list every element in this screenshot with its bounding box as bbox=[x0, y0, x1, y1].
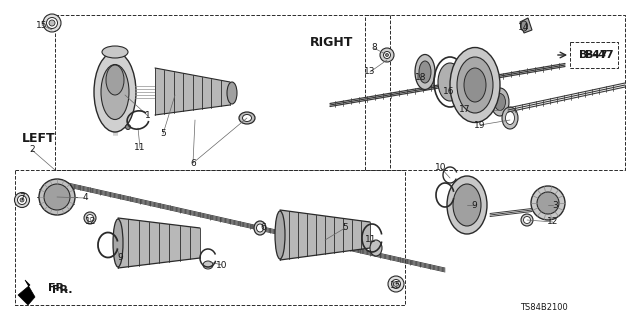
Ellipse shape bbox=[101, 64, 129, 120]
Text: FR.: FR. bbox=[52, 285, 72, 295]
Text: 19: 19 bbox=[474, 121, 486, 130]
Text: 13: 13 bbox=[364, 68, 376, 77]
Text: B-47: B-47 bbox=[585, 50, 614, 60]
Ellipse shape bbox=[257, 224, 264, 232]
Polygon shape bbox=[520, 18, 532, 33]
Ellipse shape bbox=[113, 219, 123, 267]
Ellipse shape bbox=[419, 61, 431, 83]
Text: TS84B2100: TS84B2100 bbox=[520, 303, 568, 313]
Text: 18: 18 bbox=[415, 72, 427, 81]
Ellipse shape bbox=[203, 261, 213, 269]
Ellipse shape bbox=[453, 184, 481, 226]
Polygon shape bbox=[118, 218, 200, 268]
Text: 5: 5 bbox=[160, 130, 166, 138]
Ellipse shape bbox=[125, 124, 131, 130]
Ellipse shape bbox=[20, 198, 24, 202]
Text: FR.: FR. bbox=[48, 283, 68, 293]
Text: LEFT: LEFT bbox=[22, 131, 56, 145]
Ellipse shape bbox=[524, 217, 531, 224]
Ellipse shape bbox=[447, 176, 487, 234]
Ellipse shape bbox=[39, 179, 75, 215]
Ellipse shape bbox=[520, 21, 527, 31]
Ellipse shape bbox=[380, 48, 394, 62]
Ellipse shape bbox=[84, 212, 96, 224]
Polygon shape bbox=[280, 210, 370, 260]
Text: 2: 2 bbox=[29, 145, 35, 154]
Text: B-47: B-47 bbox=[579, 50, 607, 60]
Ellipse shape bbox=[394, 281, 399, 286]
Text: 12: 12 bbox=[85, 217, 97, 226]
Text: 11: 11 bbox=[365, 235, 377, 244]
Text: 15: 15 bbox=[36, 20, 48, 29]
Ellipse shape bbox=[531, 186, 565, 220]
Ellipse shape bbox=[44, 184, 70, 210]
Ellipse shape bbox=[106, 65, 124, 95]
Ellipse shape bbox=[94, 52, 136, 132]
Ellipse shape bbox=[415, 55, 435, 90]
Text: 16: 16 bbox=[444, 86, 455, 95]
Ellipse shape bbox=[86, 214, 93, 221]
Ellipse shape bbox=[383, 51, 390, 58]
Ellipse shape bbox=[15, 192, 29, 207]
Ellipse shape bbox=[521, 214, 533, 226]
Ellipse shape bbox=[438, 63, 462, 101]
Text: 10: 10 bbox=[435, 164, 447, 173]
Ellipse shape bbox=[43, 14, 61, 32]
Ellipse shape bbox=[17, 196, 26, 204]
Text: 9: 9 bbox=[471, 201, 477, 210]
Text: 6: 6 bbox=[190, 159, 196, 167]
Ellipse shape bbox=[227, 82, 237, 104]
Ellipse shape bbox=[102, 46, 128, 58]
Text: 3: 3 bbox=[552, 201, 558, 210]
Text: 9: 9 bbox=[117, 254, 123, 263]
Text: 17: 17 bbox=[460, 106, 471, 115]
Ellipse shape bbox=[506, 112, 515, 124]
Ellipse shape bbox=[450, 48, 500, 122]
Ellipse shape bbox=[243, 115, 252, 122]
Text: 12: 12 bbox=[547, 218, 559, 226]
Text: 1: 1 bbox=[145, 112, 151, 121]
Text: 7: 7 bbox=[19, 194, 25, 203]
Text: 8: 8 bbox=[371, 43, 377, 53]
Ellipse shape bbox=[239, 112, 255, 124]
Text: RIGHT: RIGHT bbox=[310, 35, 353, 48]
Ellipse shape bbox=[491, 88, 509, 116]
Ellipse shape bbox=[385, 54, 388, 56]
Ellipse shape bbox=[495, 93, 506, 110]
Ellipse shape bbox=[392, 279, 401, 288]
Text: 6: 6 bbox=[260, 224, 266, 233]
Ellipse shape bbox=[537, 192, 559, 214]
Ellipse shape bbox=[254, 221, 266, 235]
Ellipse shape bbox=[47, 18, 58, 28]
Text: 5: 5 bbox=[342, 224, 348, 233]
Text: 14: 14 bbox=[518, 24, 530, 33]
Ellipse shape bbox=[464, 68, 486, 102]
Polygon shape bbox=[18, 280, 35, 305]
Ellipse shape bbox=[275, 211, 285, 259]
Text: 10: 10 bbox=[216, 261, 228, 270]
Polygon shape bbox=[155, 68, 230, 115]
Ellipse shape bbox=[502, 107, 518, 129]
Ellipse shape bbox=[370, 240, 382, 256]
Ellipse shape bbox=[457, 57, 493, 113]
Text: 11: 11 bbox=[134, 144, 146, 152]
Text: 4: 4 bbox=[82, 194, 88, 203]
Ellipse shape bbox=[49, 20, 55, 26]
Text: 15: 15 bbox=[390, 280, 402, 290]
Ellipse shape bbox=[388, 276, 404, 292]
